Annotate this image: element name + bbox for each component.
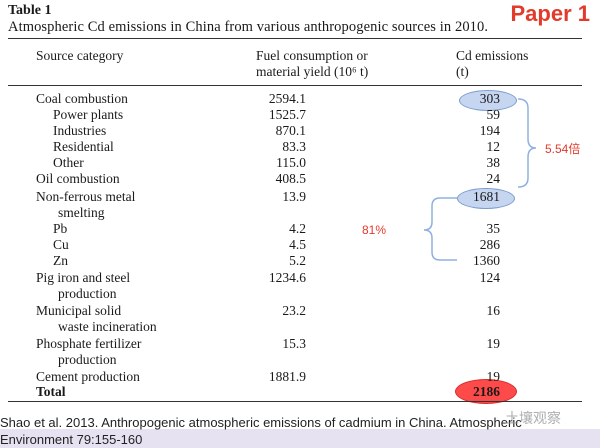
percent-annotation: 81% [362, 223, 387, 237]
row-emission: 24 [486, 171, 501, 186]
row-fuel: 870.1 [275, 123, 306, 138]
table-row: Cu 4.5 286 [0, 237, 600, 253]
watermark: 土壤观察 [505, 410, 561, 426]
table-label: Table 1 [8, 3, 52, 18]
row-fuel: 1881.9 [268, 369, 306, 384]
row-emission: 2186 [473, 384, 500, 399]
row-category: Phosphate fertilizer [36, 336, 142, 351]
bottom-rule [8, 401, 582, 402]
row-category: Non-ferrous metal [36, 189, 136, 204]
row-category: smelting [58, 205, 105, 220]
top-rule [8, 38, 582, 39]
row-emission: 35 [486, 221, 501, 236]
row-fuel: 83.3 [282, 139, 306, 154]
table-row: waste incineration [0, 319, 600, 335]
coal-emission-highlight [459, 90, 517, 111]
row-emission: 286 [479, 237, 500, 252]
row-fuel: 1525.7 [268, 107, 306, 122]
table-row-total: Total 2186 [0, 384, 600, 400]
table-row: Non-ferrous metal 13.9 1681 [0, 189, 600, 205]
row-fuel: 2594.1 [268, 91, 306, 106]
row-category: Other [53, 155, 84, 170]
table-row: Industries 870.1 194 [0, 123, 600, 139]
row-emission: 16 [486, 303, 501, 318]
table-row: Zn 5.2 1360 [0, 253, 600, 269]
row-emission: 1360 [473, 253, 500, 268]
citation-line2: Environment 79:155-160 [0, 432, 143, 447]
row-emission: 194 [479, 123, 500, 138]
table-row: Oil combustion 408.5 24 [0, 171, 600, 187]
row-emission: 124 [479, 270, 500, 285]
row-category: Coal combustion [36, 91, 128, 106]
header-emis-line2: (t) [456, 64, 469, 79]
table-row: Other 115.0 38 [0, 155, 600, 171]
header-emis-line1: Cd emissions [456, 48, 529, 63]
row-category: Zn [53, 253, 68, 268]
row-emission: 38 [486, 155, 501, 170]
row-fuel: 4.5 [289, 237, 306, 252]
header-fuel-line2: material yield (10⁶ t) [256, 64, 369, 79]
row-fuel: 4.2 [289, 221, 306, 236]
row-fuel: 5.2 [289, 253, 306, 268]
row-category: Total [36, 384, 66, 399]
row-category: Municipal solid [36, 303, 122, 318]
table-row: smelting [0, 205, 600, 221]
table-row: Coal combustion 2594.1 303 [0, 91, 600, 107]
row-category: Residential [53, 139, 114, 154]
row-fuel: 13.9 [282, 189, 306, 204]
header-fuel-consumption: Fuel consumption or material yield (10⁶ … [256, 48, 368, 80]
table-row: production [0, 352, 600, 368]
row-category: production [58, 286, 117, 301]
ratio-annotation: 5.54倍 [545, 142, 581, 156]
row-emission: 12 [486, 139, 501, 154]
citation-line1: Shao et al. 2013. Anthropogenic atmosphe… [0, 415, 522, 430]
table-row: production [0, 286, 600, 302]
row-emission: 19 [486, 336, 501, 351]
row-category: Power plants [53, 107, 124, 122]
table-row: Phosphate fertilizer 15.3 19 [0, 336, 600, 352]
total-emission-highlight [455, 379, 517, 404]
table-row: Residential 83.3 12 [0, 139, 600, 155]
row-fuel: 23.2 [282, 303, 306, 318]
row-emission: 303 [479, 91, 500, 106]
row-fuel: 1234.6 [268, 270, 306, 285]
header-source-category: Source category [36, 48, 124, 63]
row-category: waste incineration [58, 319, 157, 334]
row-fuel: 408.5 [275, 171, 306, 186]
row-emission: 59 [486, 107, 501, 122]
row-emission: 19 [486, 369, 501, 384]
row-category: Industries [53, 123, 107, 138]
table-row: Pig iron and steel 1234.6 124 [0, 270, 600, 286]
row-category: Pb [53, 221, 68, 236]
row-emission: 1681 [473, 189, 500, 204]
table-row: Power plants 1525.7 59 [0, 107, 600, 123]
header-fuel-line1: Fuel consumption or [256, 48, 368, 63]
table-row: Municipal solid 23.2 16 [0, 303, 600, 319]
footer-band [0, 429, 600, 448]
header-rule [8, 85, 582, 86]
table-row: Pb 4.2 35 [0, 221, 600, 237]
row-category: production [58, 352, 117, 367]
citation: Shao et al. 2013. Anthropogenic atmosphe… [0, 414, 522, 448]
row-category: Cement production [36, 369, 140, 384]
nonferrous-emission-highlight [457, 188, 515, 209]
row-category: Cu [53, 237, 69, 252]
row-fuel: 15.3 [282, 336, 306, 351]
row-category: Pig iron and steel [36, 270, 131, 285]
row-fuel: 115.0 [276, 155, 306, 170]
table-row: Cement production 1881.9 19 [0, 369, 600, 385]
header-cd-emissions: Cd emissions (t) [456, 48, 528, 80]
table-caption: Atmospheric Cd emissions in China from v… [8, 19, 489, 35]
row-category: Oil combustion [36, 171, 120, 186]
paper-tag: Paper 1 [510, 1, 591, 26]
